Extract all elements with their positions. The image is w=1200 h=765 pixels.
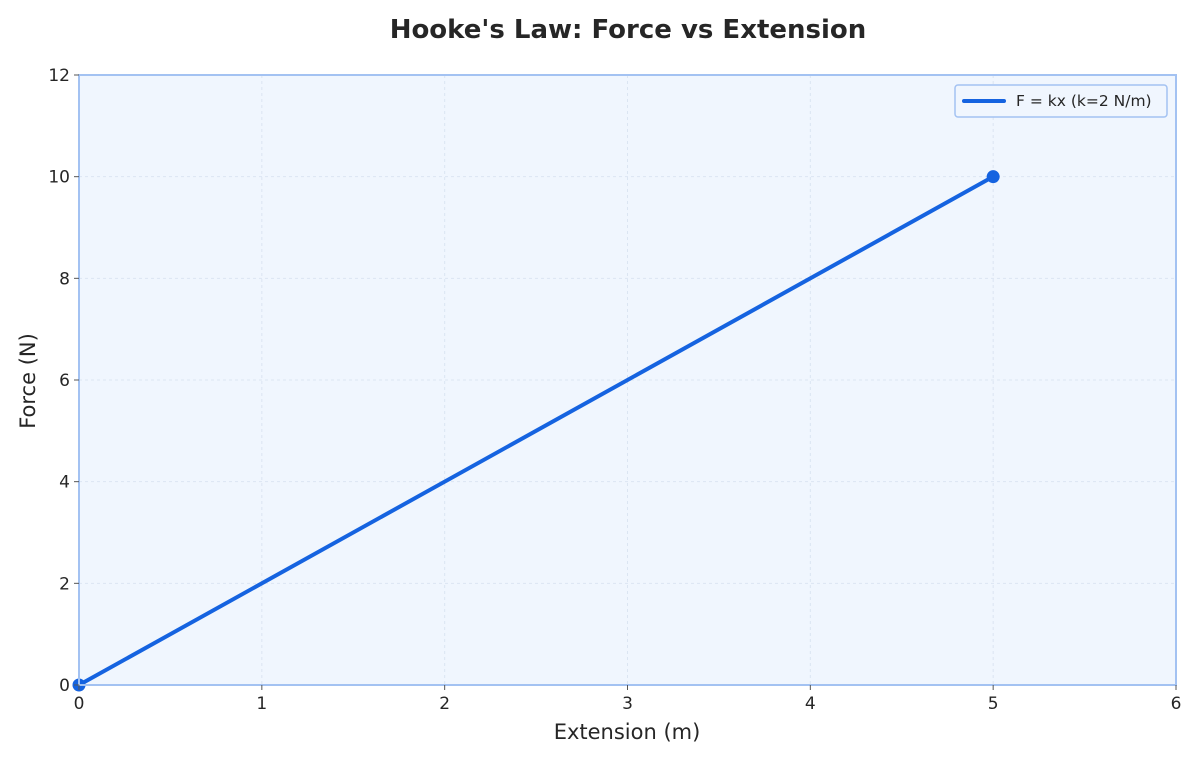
chart-title: Hooke's Law: Force vs Extension	[390, 15, 867, 45]
x-tick-label-5: 5	[988, 694, 999, 714]
legend-label: F = kx (k=2 N/m)	[1016, 92, 1152, 110]
y-tick-label-6: 12	[48, 66, 70, 86]
y-tick-label-4: 8	[59, 269, 70, 289]
y-axis-label: Force (N)	[16, 333, 40, 429]
x-axis-ticks: 0 1 2 3 4 5 6	[74, 685, 1182, 714]
y-tick-label-2: 4	[59, 473, 70, 493]
x-tick-label-4: 4	[805, 694, 816, 714]
y-tick-label-5: 10	[48, 168, 70, 188]
y-axis-ticks: 0 2 4 6 8 10 12	[48, 66, 79, 696]
series-layer	[72, 170, 1000, 692]
x-tick-label-0: 0	[74, 694, 85, 714]
data-point-0-1	[986, 170, 1000, 184]
x-axis-label: Extension (m)	[554, 720, 701, 744]
x-tick-label-1: 1	[256, 694, 267, 714]
x-tick-label-3: 3	[622, 694, 633, 714]
x-tick-label-2: 2	[439, 694, 450, 714]
y-tick-label-1: 2	[59, 574, 70, 594]
y-tick-label-0: 0	[59, 676, 70, 696]
x-tick-label-6: 6	[1171, 694, 1182, 714]
legend-box	[954, 84, 1168, 118]
legend: F = kx (k=2 N/m)	[954, 84, 1168, 118]
series-line-0	[77, 174, 996, 687]
y-tick-label-3: 6	[59, 371, 70, 391]
